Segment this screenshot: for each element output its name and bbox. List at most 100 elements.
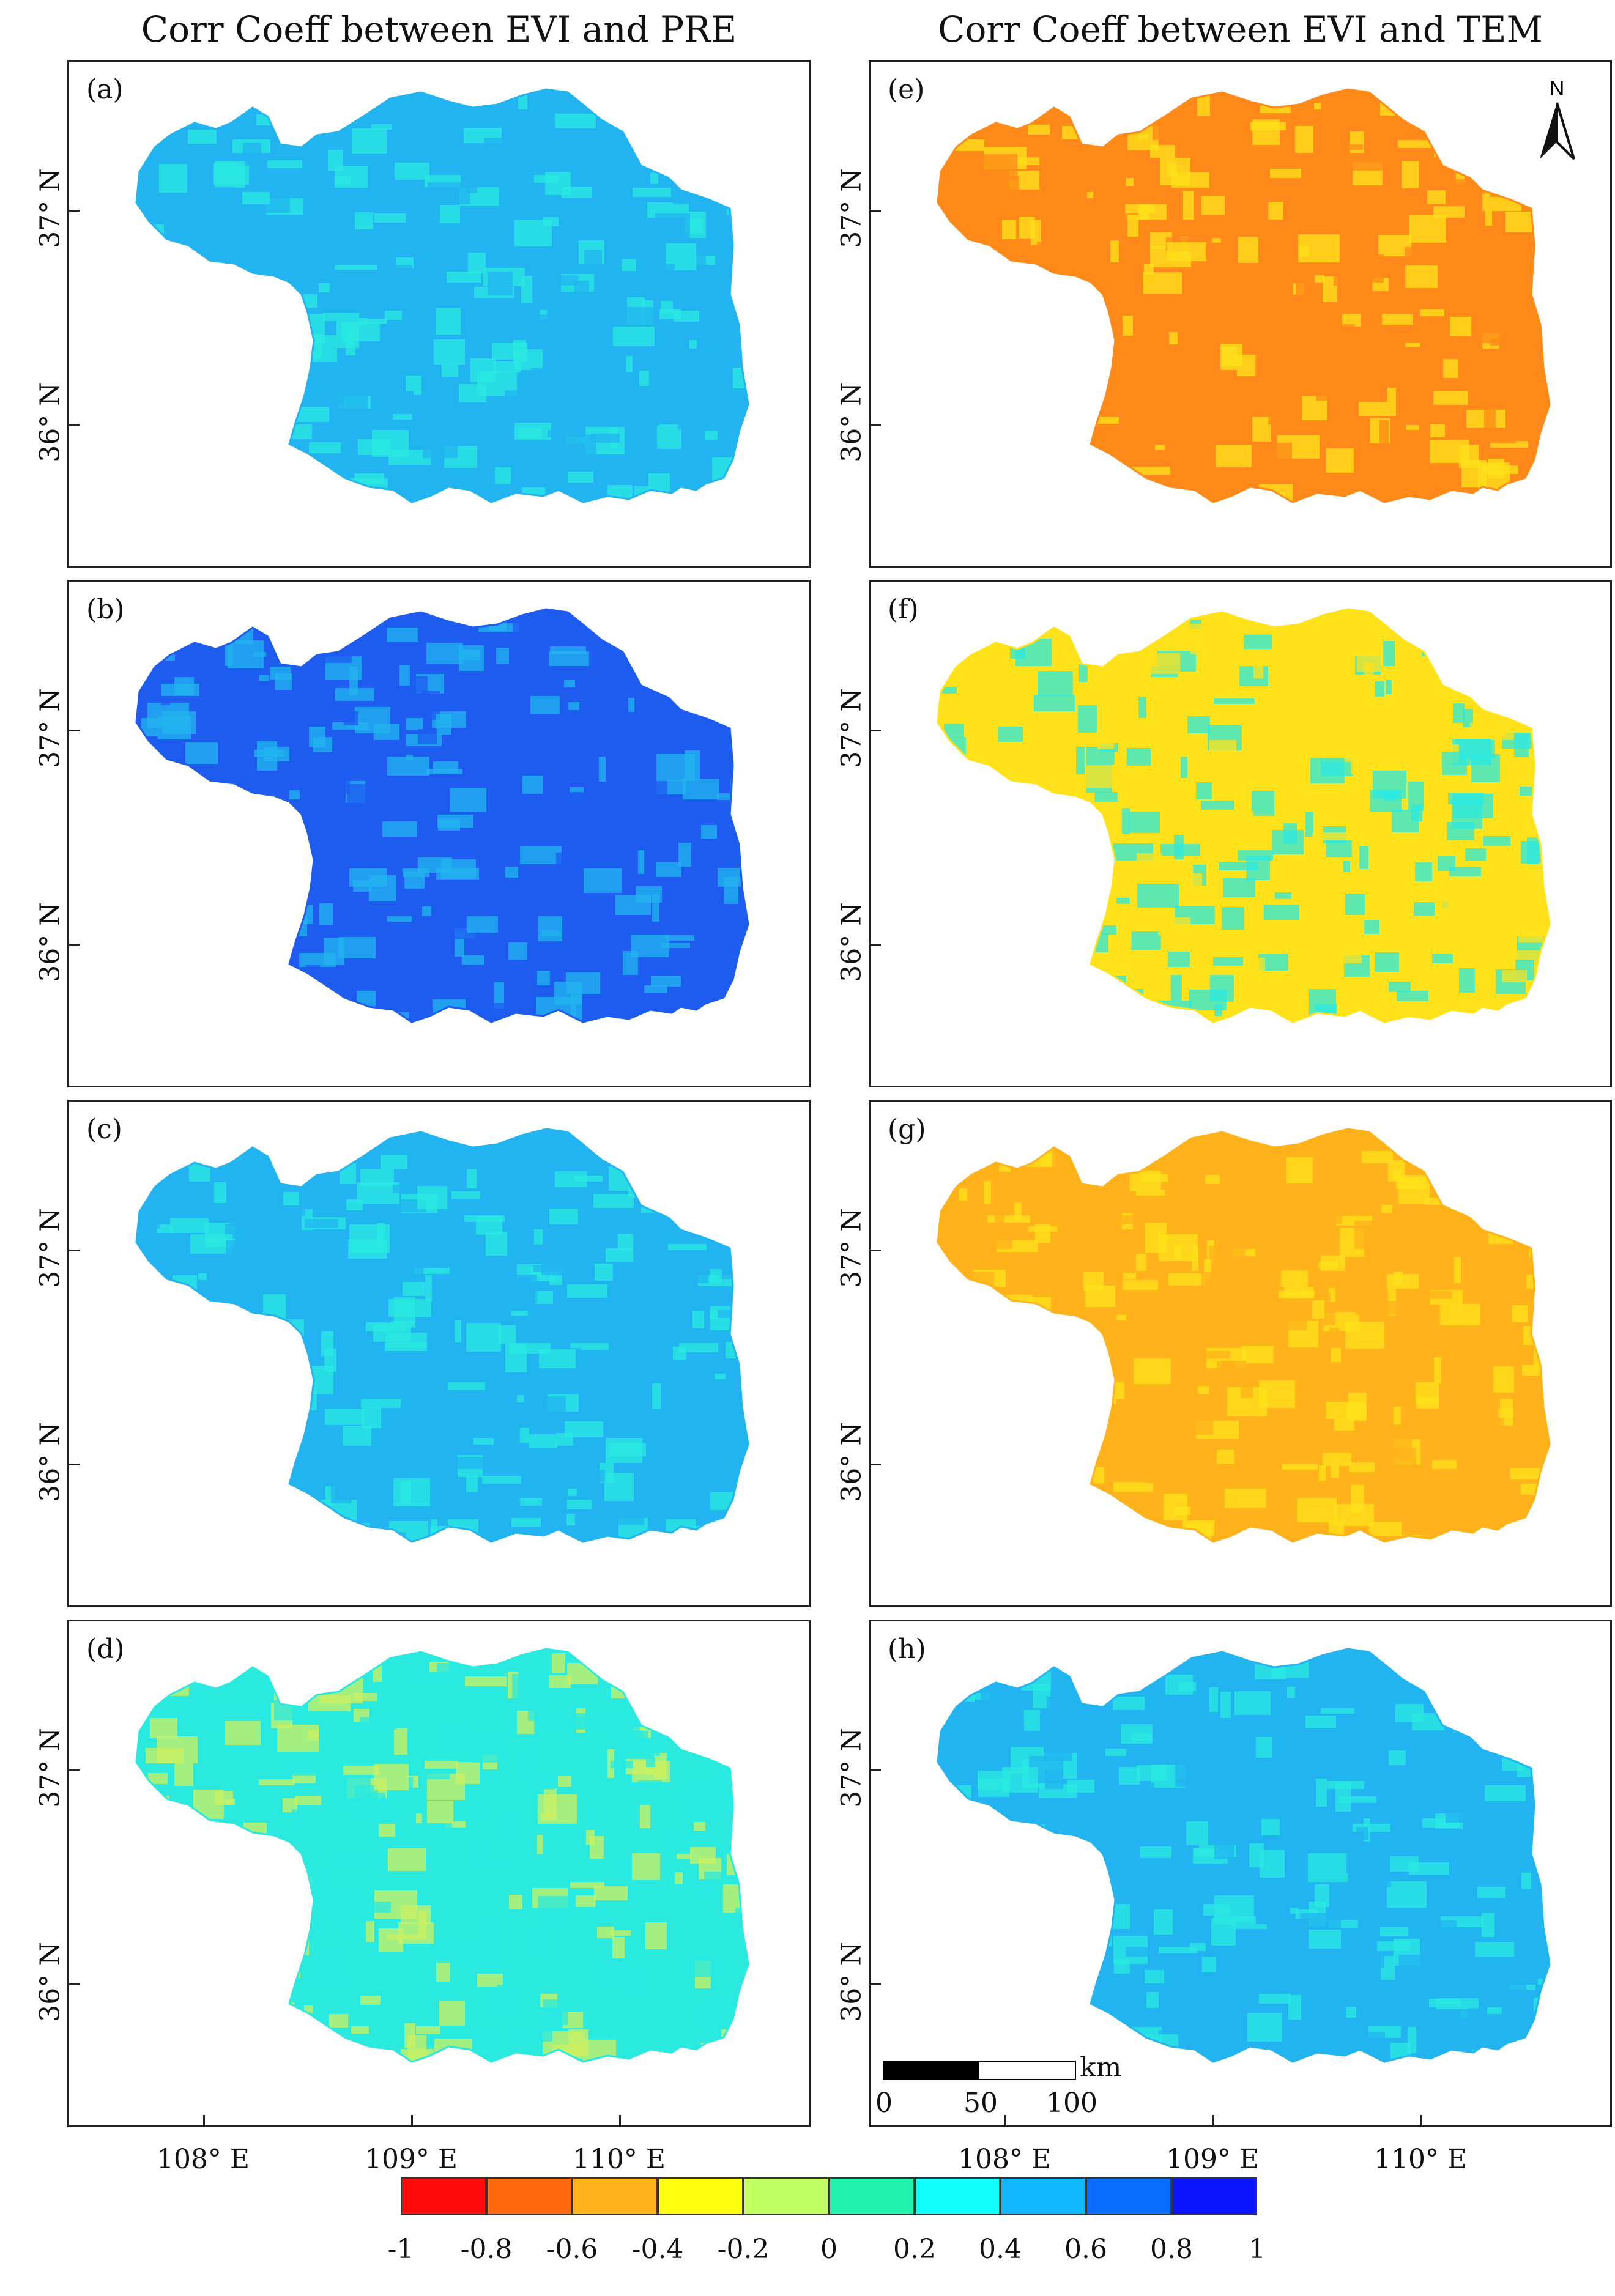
y-tick [67,1769,80,1771]
region-map [135,88,749,503]
scale-bar-tick-100: 100 [1046,2087,1097,2119]
map-panel-c: (c) [67,1100,811,1607]
legend-label: 0.6 [1064,2234,1107,2265]
y-tick-label: 36° N [34,1422,66,1502]
panel-label: (c) [86,1114,122,1145]
region-map [135,1128,749,1543]
y-tick-label: 37° N [34,1728,66,1808]
y-tick [869,1983,881,1985]
y-tick-label: 36° N [34,1942,66,2022]
region-outline [937,1128,1551,1543]
map-panel-g: (g) [869,1100,1612,1607]
left-column-title: Corr Coeff between EVI and PRE [141,9,737,50]
map-panel-d: (d) [67,1620,811,2127]
y-tick [869,944,881,946]
y-tick-label: 37° N [836,688,867,768]
x-tick-label: 110° E [1373,2144,1468,2175]
y-tick [869,1769,881,1771]
x-tick-label: 108° E [156,2144,250,2175]
region-outline [937,1648,1551,2063]
y-tick [869,424,881,426]
x-tick-label: 109° E [1165,2144,1260,2175]
scale-bar: km 0 50 100 [875,2052,1123,2125]
y-tick-label: 37° N [836,1208,867,1288]
color-legend [401,2177,1269,2220]
region-outline [937,608,1551,1023]
x-tick [1004,2115,1006,2127]
y-tick-label: 36° N [836,1422,867,1502]
y-tick-label: 36° N [836,902,867,982]
y-tick [869,210,881,212]
scale-bar-white-segment [978,2061,1076,2080]
y-tick-label: 36° N [836,382,867,462]
y-tick [67,730,80,731]
legend-label: -0.4 [631,2234,684,2265]
region-map [135,608,749,1023]
region-map [135,1648,749,2063]
legend-swatch [915,2177,1000,2215]
x-tick-label: 109° E [364,2144,458,2175]
panel-label: (b) [86,594,125,625]
region-map [937,608,1551,1023]
region-outline [135,608,749,1023]
map-panel-a: (a) [67,60,811,568]
legend-label: -0.8 [460,2234,513,2265]
region-outline [135,88,749,503]
y-tick-label: 37° N [836,168,867,248]
x-tick [619,2115,621,2127]
y-tick [869,1250,881,1251]
panel-label: (g) [888,1114,926,1145]
y-tick [67,424,80,426]
y-tick [67,210,80,212]
y-tick-label: 37° N [34,168,66,248]
scale-bar-black-segment [883,2061,981,2080]
y-tick-label: 37° N [34,688,66,768]
region-outline [135,1648,749,2063]
panel-label: (h) [888,1634,926,1665]
panel-label: (f) [888,594,919,625]
legend-label: 1 [1249,2234,1266,2265]
y-tick-label: 37° N [836,1728,867,1808]
y-tick [67,1983,80,1985]
region-outline [937,88,1551,503]
x-tick-label: 108° E [957,2144,1052,2175]
panel-label: (d) [86,1634,125,1665]
scale-bar-unit: km [1080,2052,1122,2083]
map-panel-b: (b) [67,580,811,1087]
map-panel-e: (e) [869,60,1612,568]
legend-swatch [743,2177,829,2215]
legend-label: -0.2 [717,2234,770,2265]
legend-swatch [829,2177,915,2215]
map-panel-f: (f) [869,580,1612,1087]
region-map [937,1128,1551,1543]
legend-label: 0 [820,2234,837,2265]
legend-swatch [658,2177,743,2215]
y-tick [67,1250,80,1251]
y-tick [869,730,881,731]
map-panel-h: (h) [869,1620,1612,2127]
legend-swatch [572,2177,658,2215]
region-outline [135,1128,749,1543]
right-column-title: Corr Coeff between EVI and TEM [938,9,1543,50]
y-tick [67,1464,80,1465]
y-tick-label: 36° N [34,382,66,462]
panel-label: (a) [86,74,124,105]
legend-label: 0.4 [979,2234,1022,2265]
x-tick [411,2115,413,2127]
y-tick-label: 36° N [836,1942,867,2022]
legend-swatch [1000,2177,1086,2215]
legend-swatch [401,2177,486,2215]
legend-swatch [1086,2177,1171,2215]
x-tick [1420,2115,1422,2127]
region-map [937,1648,1551,2063]
legend-swatch [486,2177,572,2215]
panel-label: (e) [888,74,925,105]
north-arrow-label: N [1550,77,1565,100]
y-tick [67,944,80,946]
north-arrow-icon: N [1532,73,1581,165]
x-tick [203,2115,205,2127]
legend-swatch [1171,2177,1257,2215]
y-tick-label: 36° N [34,902,66,982]
legend-label: 0.8 [1150,2234,1193,2265]
legend-label: -0.6 [546,2234,598,2265]
